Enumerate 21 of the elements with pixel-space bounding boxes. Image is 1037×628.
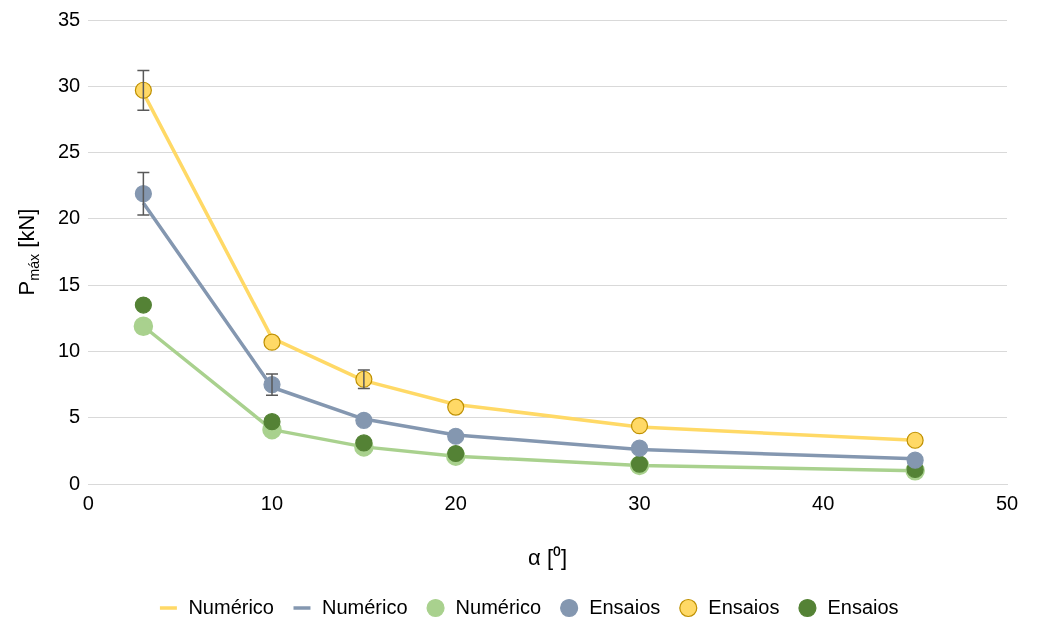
y-axis-title: Pmáx [kN] <box>14 208 42 296</box>
legend-label: Numérico <box>188 595 274 618</box>
x-tick-label: 50 <box>995 491 1019 514</box>
x-tick-label: 20 <box>444 491 467 514</box>
y-tick-label: 10 <box>58 338 81 361</box>
legend-label: Ensaios <box>589 595 661 618</box>
x-tick-label: 30 <box>628 491 651 514</box>
y-tick-label: 20 <box>58 206 81 229</box>
x-tick-label: 40 <box>812 491 835 514</box>
x-axis-title: α [⁰] <box>528 545 568 571</box>
y-tick-label: 15 <box>58 272 81 295</box>
legend-label: Numérico <box>455 595 542 618</box>
legend-label: Numérico <box>321 595 408 618</box>
legend-label: Ensaios <box>827 595 899 618</box>
y-tick-label: 5 <box>69 405 81 428</box>
y-tick-label: 30 <box>58 73 81 96</box>
x-tick-label: 10 <box>260 491 284 514</box>
y-tick-label: 25 <box>58 140 81 163</box>
y-tick-label: 0 <box>69 471 81 494</box>
y-tick-label: 35 <box>58 7 81 30</box>
legend-label: Ensaios <box>708 595 780 618</box>
